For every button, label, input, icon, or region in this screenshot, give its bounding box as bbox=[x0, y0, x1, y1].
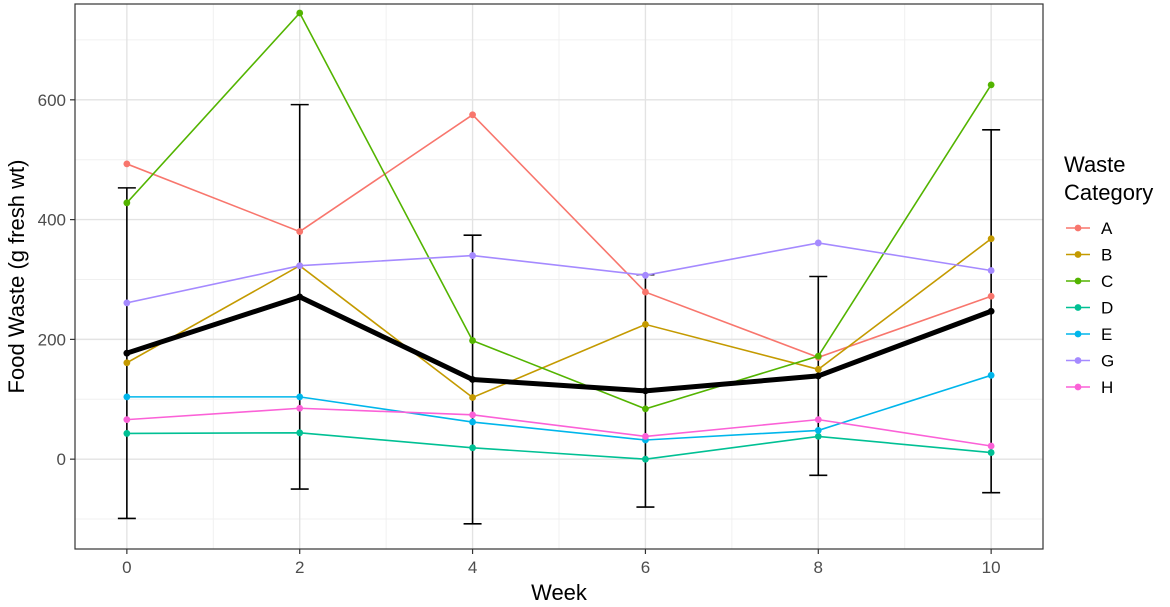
series-line-G bbox=[126, 242, 992, 304]
legend-item-H: H bbox=[1066, 378, 1113, 397]
plot-panel-border bbox=[74, 3, 1044, 550]
series-point-G bbox=[123, 299, 131, 307]
legend-item-E: E bbox=[1066, 325, 1112, 344]
legend-key-point bbox=[1074, 357, 1082, 364]
series-point-A bbox=[123, 160, 131, 168]
series-line-D bbox=[126, 432, 992, 460]
legend-label: C bbox=[1101, 272, 1113, 291]
series-point-B bbox=[814, 365, 822, 373]
series-point-C bbox=[469, 337, 476, 344]
series-point-G bbox=[642, 271, 649, 279]
legend-key-point bbox=[1074, 304, 1082, 311]
series-point-H bbox=[123, 416, 131, 424]
y-tick-label: 0 bbox=[57, 450, 66, 469]
series-line-E bbox=[126, 374, 992, 441]
series-line-B bbox=[126, 238, 992, 399]
legend-label: A bbox=[1101, 219, 1113, 238]
series-point-C bbox=[987, 81, 995, 89]
x-axis-ticks: 0 2 4 6 8 10 bbox=[122, 549, 1001, 577]
series-point-C bbox=[296, 9, 304, 17]
series-point-D bbox=[814, 433, 822, 440]
legend-key-point bbox=[1074, 277, 1082, 285]
y-tick-label: 400 bbox=[38, 211, 66, 230]
x-tick-label: 2 bbox=[295, 558, 304, 577]
mean-point bbox=[123, 349, 131, 357]
series-point-H bbox=[296, 404, 304, 412]
series-point-H bbox=[469, 411, 476, 419]
x-tick-label: 0 bbox=[122, 558, 131, 577]
y-axis-title: Food Waste (g fresh wt) bbox=[4, 160, 29, 394]
x-tick-label: 10 bbox=[982, 558, 1001, 577]
series-point-G bbox=[814, 239, 822, 247]
legend-label: G bbox=[1101, 352, 1114, 371]
legend-key-point bbox=[1074, 224, 1082, 232]
legend-label: E bbox=[1101, 325, 1112, 344]
mean-point bbox=[469, 376, 476, 383]
legend-label: B bbox=[1101, 246, 1112, 265]
series-line-C bbox=[126, 11, 992, 410]
legend-item-B: B bbox=[1066, 246, 1112, 265]
grid bbox=[75, 4, 1043, 549]
mean-point bbox=[296, 293, 304, 301]
legend-key-point bbox=[1074, 251, 1082, 258]
y-tick-label: 600 bbox=[38, 91, 66, 110]
series-point-E bbox=[296, 393, 304, 401]
series-point-E bbox=[123, 393, 131, 401]
series-point-G bbox=[469, 252, 476, 259]
mean-point bbox=[642, 387, 649, 395]
series-point-D bbox=[123, 430, 131, 437]
mean-point bbox=[987, 307, 995, 315]
legend-item-D: D bbox=[1066, 299, 1113, 318]
series-point-C bbox=[123, 199, 131, 207]
legend-key-point bbox=[1074, 383, 1082, 391]
series-point-E bbox=[814, 427, 822, 434]
series-point-B bbox=[123, 359, 131, 367]
series-lines bbox=[123, 9, 995, 463]
series-point-H bbox=[814, 416, 822, 424]
mean-line bbox=[123, 293, 995, 395]
legend-item-C: C bbox=[1066, 272, 1113, 291]
legend-label: D bbox=[1101, 299, 1113, 318]
series-point-B bbox=[469, 394, 476, 401]
series-point-B bbox=[987, 235, 995, 243]
legend-item-A: A bbox=[1066, 219, 1113, 238]
series-point-D bbox=[987, 449, 995, 456]
series-line-H bbox=[126, 407, 992, 447]
series-point-E bbox=[987, 371, 995, 379]
series-point-C bbox=[642, 405, 649, 413]
legend-title-line1: Waste bbox=[1064, 152, 1126, 177]
series-point-A bbox=[642, 288, 649, 296]
series-point-G bbox=[987, 267, 995, 274]
mean-line-path bbox=[126, 294, 993, 394]
legend-label: H bbox=[1101, 378, 1113, 397]
x-tick-label: 4 bbox=[468, 558, 477, 577]
series-point-A bbox=[987, 292, 995, 300]
series-point-H bbox=[642, 433, 649, 440]
series-point-D bbox=[642, 455, 649, 463]
series-point-A bbox=[296, 228, 304, 235]
x-tick-label: 6 bbox=[641, 558, 650, 577]
legend-item-G: G bbox=[1066, 352, 1114, 371]
x-tick-label: 8 bbox=[814, 558, 823, 577]
series-point-D bbox=[296, 429, 304, 437]
series-point-C bbox=[814, 352, 822, 360]
legend-title-line2: Category bbox=[1064, 180, 1153, 205]
series-point-G bbox=[296, 262, 304, 270]
series-point-D bbox=[469, 444, 476, 452]
y-axis-ticks: 0 200 400 600 bbox=[38, 91, 75, 469]
series-point-A bbox=[469, 111, 476, 119]
series-point-E bbox=[469, 418, 476, 426]
series-point-H bbox=[987, 442, 995, 450]
legend-key-point bbox=[1074, 330, 1082, 338]
y-tick-label: 200 bbox=[38, 330, 66, 349]
series-point-B bbox=[642, 321, 649, 328]
x-axis-title: Week bbox=[531, 580, 588, 605]
mean-point bbox=[814, 372, 822, 380]
